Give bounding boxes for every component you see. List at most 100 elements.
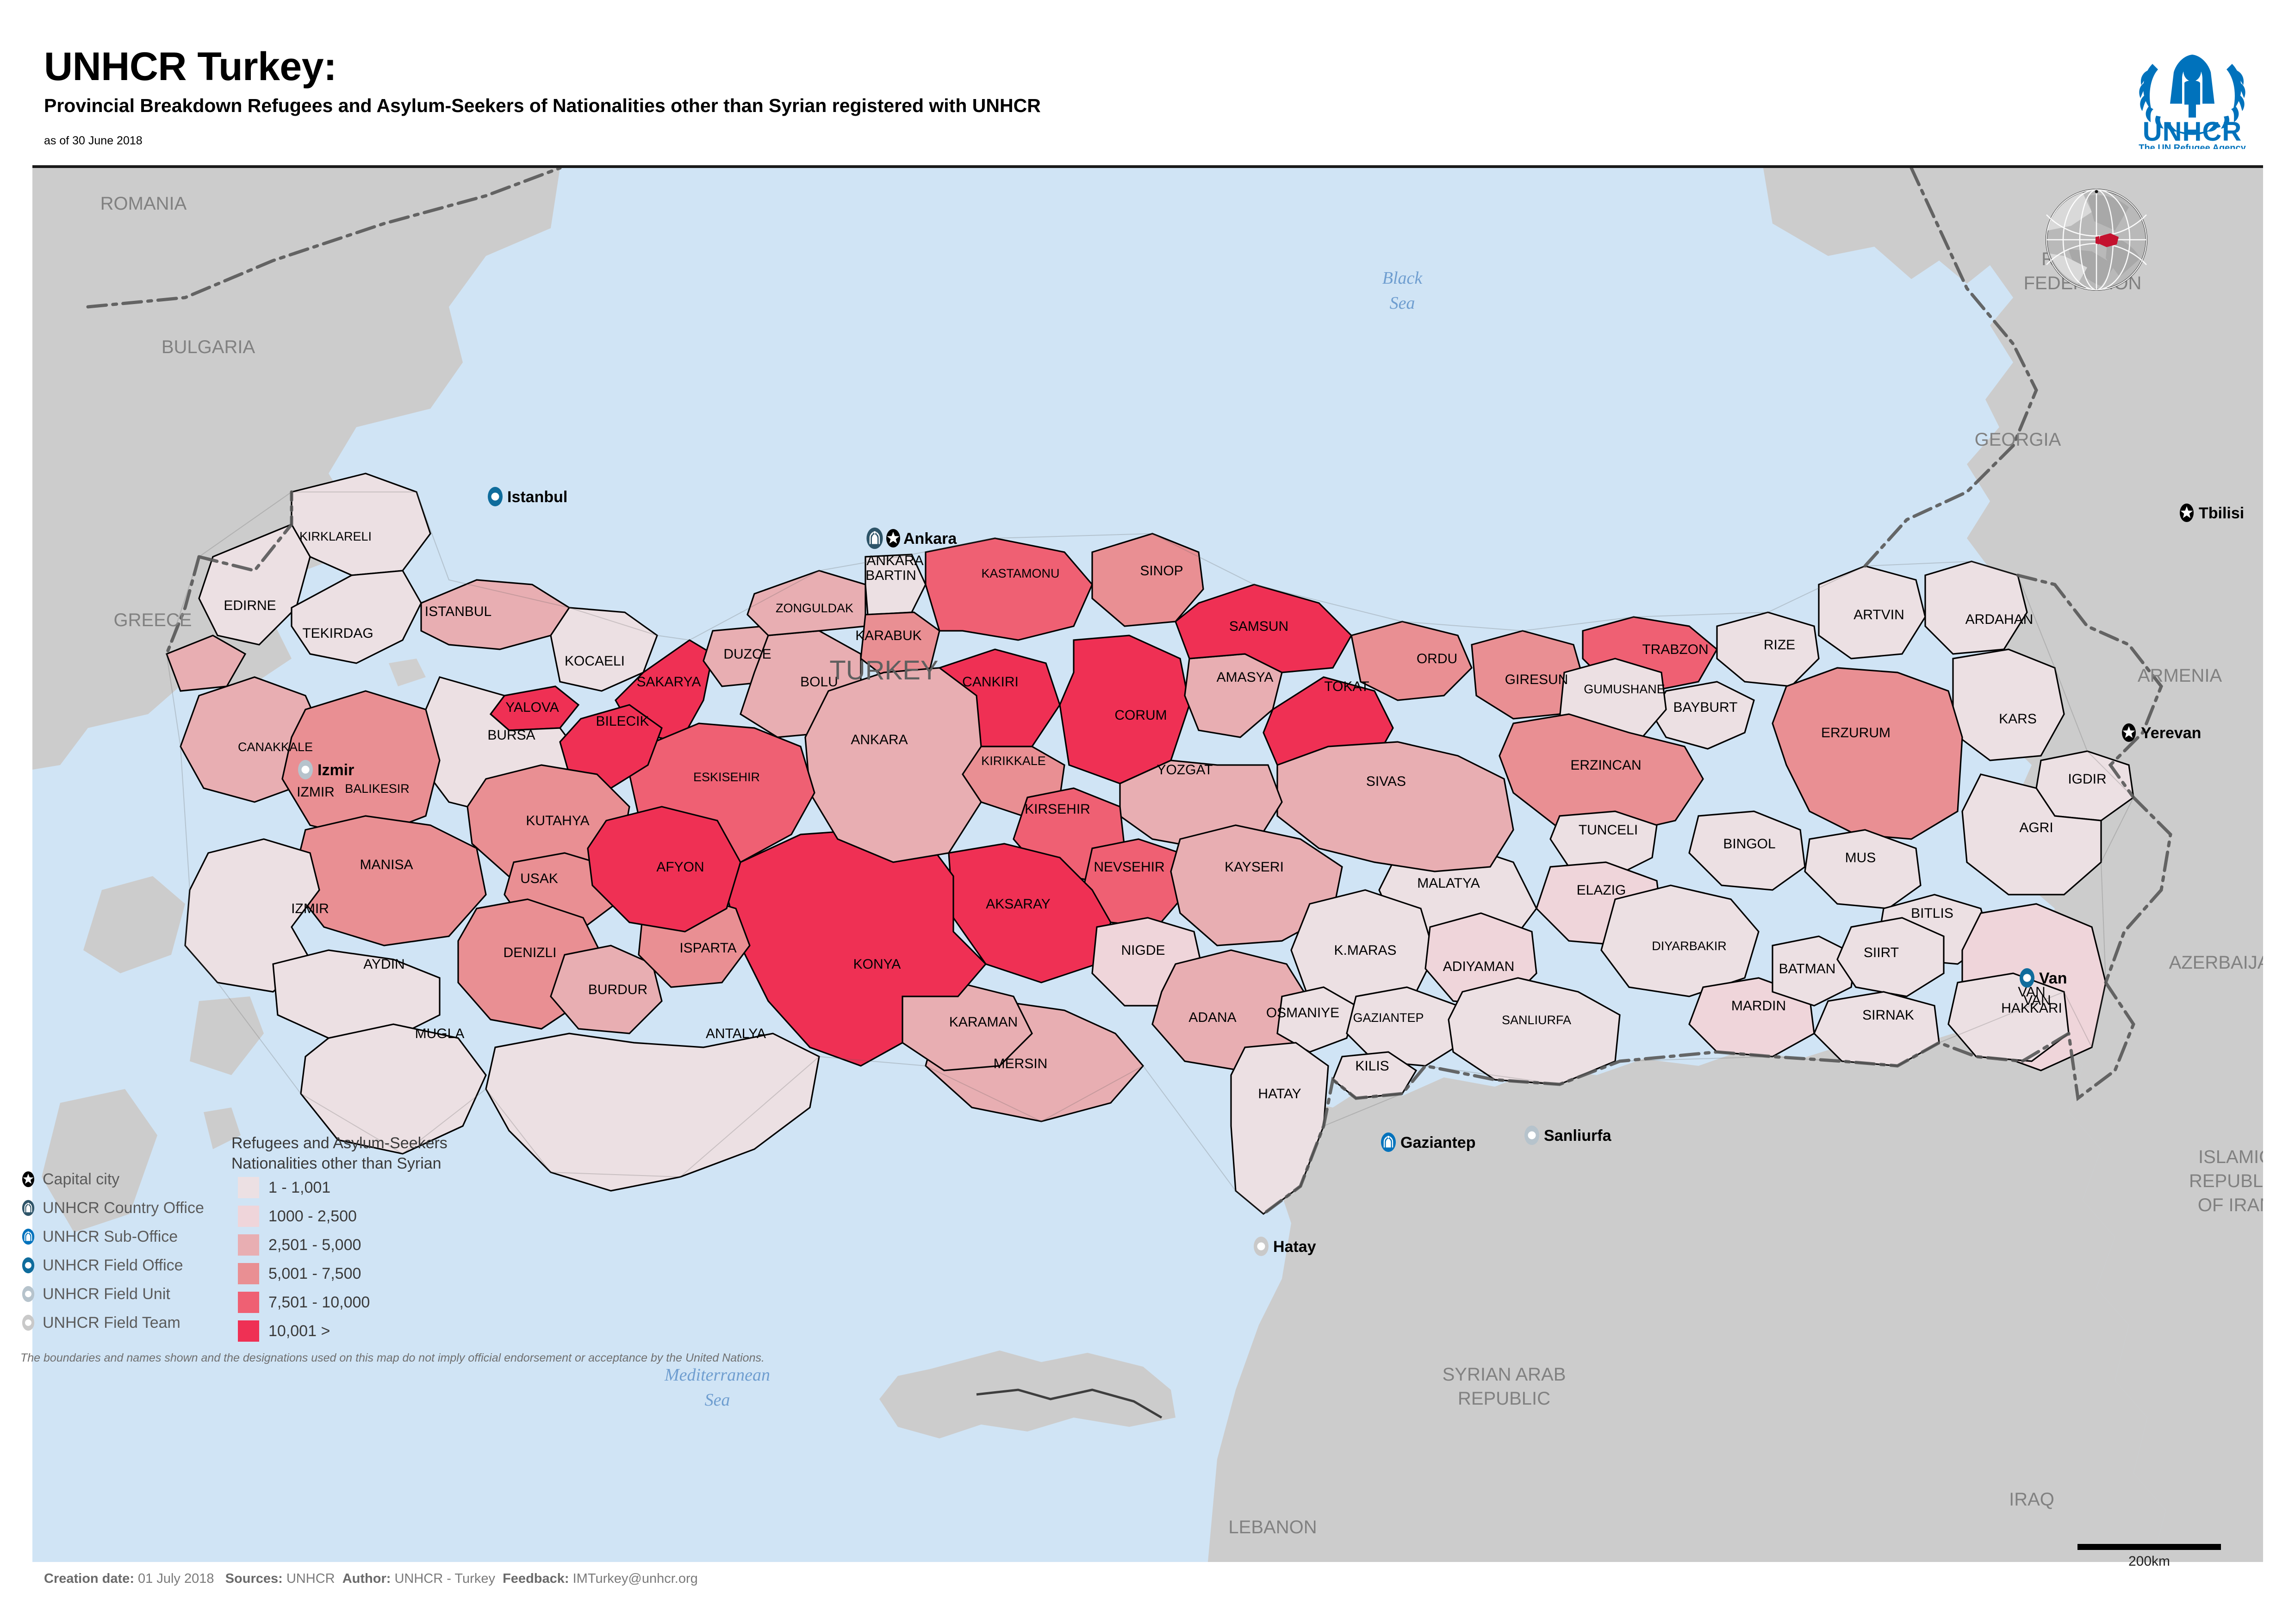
province-label-usak: USAK <box>520 871 558 886</box>
legend-symbol-row: UNHCR Sub-Office <box>14 1224 178 1250</box>
province-bilecik[interactable] <box>559 704 663 789</box>
province-aydin[interactable] <box>272 949 441 1039</box>
province-label-balikesir: BALIKESIR <box>345 782 410 796</box>
sources-label: Sources: <box>225 1571 283 1586</box>
province-label-kmaras: K.MARAS <box>1334 943 1396 958</box>
province-samsun[interactable] <box>1175 584 1352 673</box>
province-artvin[interactable] <box>1818 565 1926 660</box>
legend-class-row: 10,001 > <box>231 1318 330 1344</box>
province-zonguldak[interactable] <box>746 570 866 636</box>
province-label-eskisehir: ESKISEHIR <box>693 770 760 784</box>
page-header: UNHCR Turkey: Provincial Breakdown Refug… <box>0 0 2295 165</box>
province-bingol[interactable] <box>1688 810 1806 891</box>
capital-star-icon <box>14 1167 43 1191</box>
province-edirne[interactable] <box>198 523 311 646</box>
province-tunceli[interactable] <box>1549 810 1658 877</box>
province-label-kirklareli: KIRKLARELI <box>299 529 372 543</box>
province-label-mardin: MARDIN <box>1731 998 1786 1014</box>
province-label-aksaray: AKSARAY <box>986 896 1051 912</box>
province-antalya[interactable] <box>485 1033 820 1192</box>
city-label-gaziantep: Gaziantep <box>1400 1134 1475 1151</box>
page-title: UNHCR Turkey: <box>44 44 337 89</box>
scale-bar-label: 200km <box>2128 1554 2171 1569</box>
province-label-sakarya: SAKARYA <box>637 674 701 690</box>
province-kastamonu[interactable] <box>925 537 1093 641</box>
province-label-tekirdag: TEKIRDAG <box>302 626 373 641</box>
page-footer: Creation date: 01 July 2018 Sources: UNH… <box>44 1571 698 1587</box>
legend-class-label: 5,001 - 7,500 <box>268 1264 361 1282</box>
province-gaziantep[interactable] <box>1346 986 1463 1067</box>
province-tekirdag[interactable] <box>291 570 422 664</box>
unhcr-field-office-icon <box>14 1253 43 1277</box>
sea-label-black-sea: Sea <box>1390 293 1415 313</box>
province-mus[interactable] <box>1804 829 1922 909</box>
province-label-bilecik: BILECIK <box>596 714 649 729</box>
city-marker-tbilisi[interactable]: Tbilisi <box>2180 504 2244 522</box>
province-label-bolu: BOLU <box>800 674 838 690</box>
province-karabuk[interactable] <box>860 611 940 683</box>
unhcr-logo: UNHCR The UN Refugee Agency <box>2139 55 2246 149</box>
city-label-hatay: Hatay <box>1273 1238 1316 1256</box>
province-agri[interactable] <box>1961 773 2102 896</box>
city-marker-istanbul[interactable]: Istanbul <box>488 487 567 506</box>
province-label-izmir: IZMIR <box>291 901 329 916</box>
turkey-choropleth-map[interactable]: KIRKLARELI EDIRNE TEKIRDAG ISTANBUL KOCAELI Y… <box>32 168 2263 1562</box>
province-label-manisa: MANISA <box>360 857 413 872</box>
city-marker-hatay[interactable]: Hatay <box>1254 1237 1316 1256</box>
international-boundary <box>86 168 2172 1216</box>
province-sivas[interactable] <box>1276 741 1514 872</box>
province-label-rize: RIZE <box>1764 637 1795 653</box>
province-ardahan[interactable] <box>1924 560 2028 655</box>
map-canvas[interactable]: KIRKLARELI EDIRNE TEKIRDAG ISTANBUL KOCAELI Y… <box>32 165 2263 1562</box>
creation-date-value: 01 July 2018 <box>138 1571 214 1586</box>
province-label-afyon: AFYON <box>656 859 704 875</box>
province-label-tunceli: TUNCELI <box>1579 822 1638 838</box>
province-label-isparta: ISPARTA <box>679 940 736 956</box>
province-rize[interactable] <box>1716 611 1820 687</box>
province-erzincan[interactable] <box>1499 713 1704 835</box>
province-afyon[interactable] <box>587 806 741 933</box>
province-ordu[interactable] <box>1350 621 1473 701</box>
legend-symbol-row: Capital city <box>14 1166 119 1192</box>
province-kars[interactable] <box>1952 648 2065 761</box>
province-label-erzurum: ERZURUM <box>1821 725 1891 740</box>
unhcr-field-team-icon <box>14 1311 43 1335</box>
province-burdur[interactable] <box>550 945 663 1034</box>
province-label-samsun: SAMSUN <box>1229 619 1288 634</box>
capital-star-icon <box>2180 504 2194 522</box>
legend-color-swatch <box>238 1320 259 1342</box>
province-kocaeli[interactable] <box>550 607 658 692</box>
province-label-sivas: SIVAS <box>1366 774 1406 789</box>
country-label-iraq: IRAQ <box>2009 1489 2054 1510</box>
legend-class-label: 10,001 > <box>268 1322 330 1340</box>
city-marker-ankara[interactable]: Ankara ANKARA <box>866 527 957 568</box>
legend-symbol-label: UNHCR Field Office <box>43 1256 183 1274</box>
country-label-syrian-arab-republic: REPUBLIC <box>1458 1388 1550 1409</box>
province-diyarbakir[interactable] <box>1600 884 1760 997</box>
province-label-artvin: ARTVIN <box>1853 607 1904 622</box>
province-erzurum[interactable] <box>1772 667 1963 840</box>
sea-label-layer: Black Sea Mediterranean Sea <box>664 268 1423 1410</box>
legend-symbol-row: UNHCR Field Team <box>14 1310 180 1336</box>
city-marker-yerevan[interactable]: Yerevan <box>2122 723 2201 742</box>
province-mardin[interactable] <box>1688 977 1815 1058</box>
province-sinop[interactable] <box>1091 533 1204 627</box>
province-label-nevsehir: NEVSEHIR <box>1094 859 1164 875</box>
legend-class-row: 5,001 - 7,500 <box>231 1261 361 1287</box>
province-batman[interactable] <box>1772 935 1857 1007</box>
city-marker-sanliurfa[interactable]: Sanliurfa <box>1524 1126 1612 1145</box>
province-mugla[interactable] <box>300 1023 487 1155</box>
province-label-sirnak: SIRNAK <box>1862 1008 1914 1023</box>
province-label-duzce: DUZCE <box>723 647 771 662</box>
province-label-sanliurfa: SANLIURFA <box>1502 1013 1571 1027</box>
city-label-ankara: Ankara <box>903 530 957 548</box>
province-sirnak[interactable] <box>1813 991 1940 1067</box>
unhcr-sub-office-icon <box>14 1225 43 1249</box>
city-marker-izmir[interactable]: Izmir IZMIR <box>297 760 354 800</box>
province-osmaniye[interactable] <box>1276 986 1357 1053</box>
province-label-karaman: KARAMAN <box>949 1014 1018 1030</box>
city-label-istanbul: Istanbul <box>507 488 567 506</box>
province-siirt[interactable] <box>1836 917 1945 997</box>
city-marker-gaziantep[interactable]: Gaziantep <box>1381 1132 1475 1152</box>
